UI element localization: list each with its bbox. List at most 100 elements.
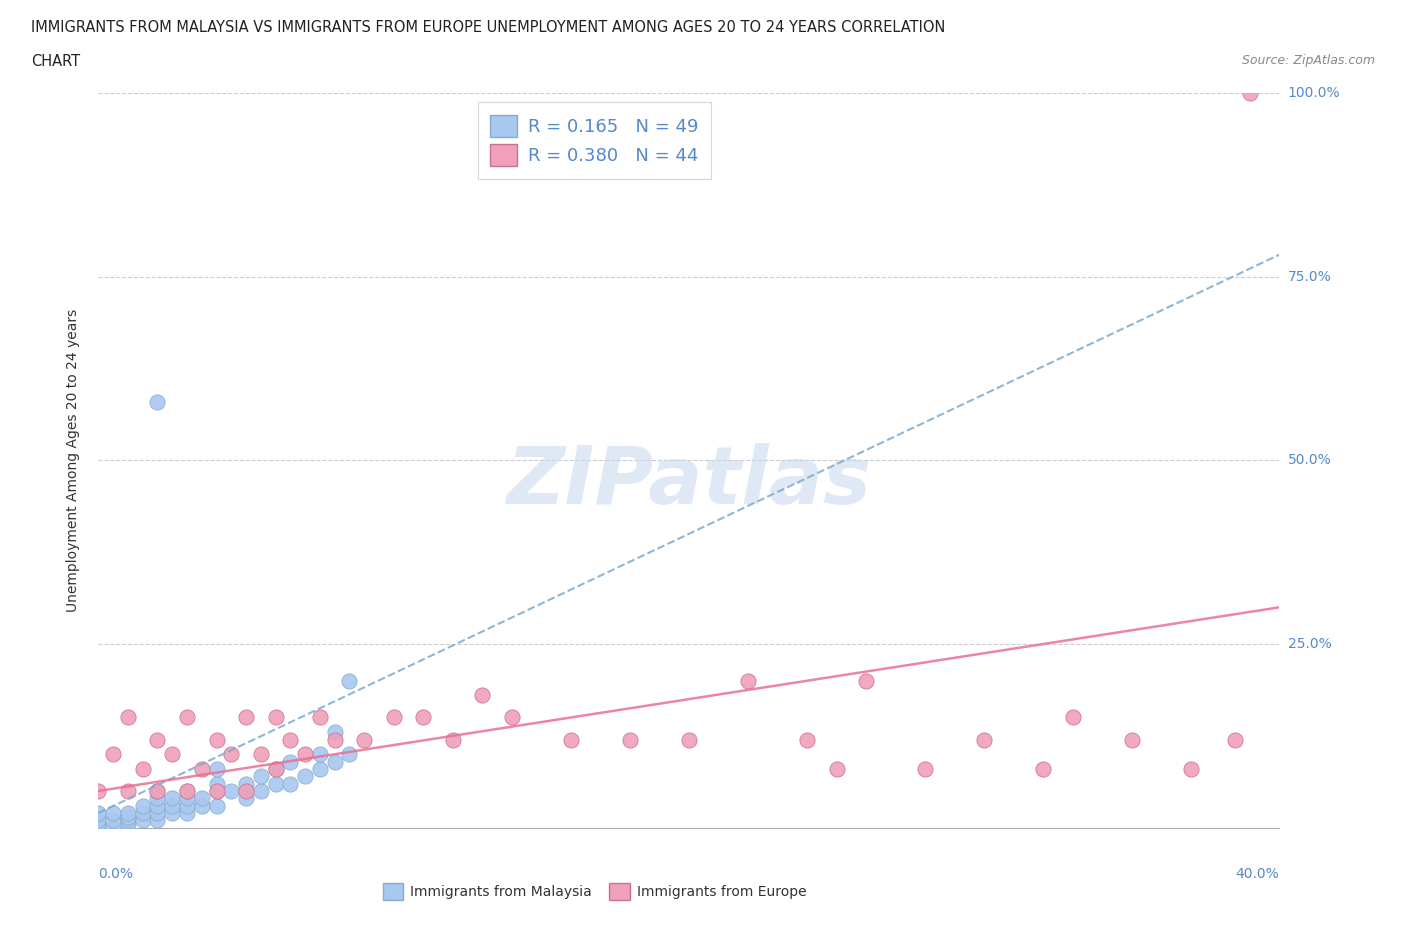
Point — [146, 732, 169, 747]
Point — [560, 732, 582, 747]
Point — [176, 790, 198, 805]
Point — [146, 783, 169, 798]
Point — [146, 394, 169, 409]
Point — [87, 817, 110, 831]
Point — [264, 711, 287, 725]
Point — [323, 732, 346, 747]
Point — [1223, 732, 1246, 747]
Point — [87, 783, 110, 798]
Point — [103, 820, 125, 835]
Point — [117, 783, 139, 798]
Point — [146, 790, 169, 805]
Point — [973, 732, 995, 747]
Point — [117, 711, 139, 725]
Point — [264, 777, 287, 791]
Point — [162, 798, 183, 813]
Point — [337, 747, 360, 762]
Point — [855, 673, 877, 688]
Text: CHART: CHART — [31, 54, 80, 69]
Point — [441, 732, 464, 747]
Text: Source: ZipAtlas.com: Source: ZipAtlas.com — [1241, 54, 1375, 67]
Point — [264, 762, 287, 777]
Point — [619, 732, 641, 747]
Point — [176, 783, 198, 798]
Text: IMMIGRANTS FROM MALAYSIA VS IMMIGRANTS FROM EUROPE UNEMPLOYMENT AMONG AGES 20 TO: IMMIGRANTS FROM MALAYSIA VS IMMIGRANTS F… — [31, 20, 945, 35]
Point — [191, 798, 214, 813]
Point — [1180, 762, 1202, 777]
Point — [176, 711, 198, 725]
Point — [1121, 732, 1143, 747]
Point — [235, 783, 257, 798]
Legend: Immigrants from Malaysia, Immigrants from Europe: Immigrants from Malaysia, Immigrants fro… — [377, 877, 811, 905]
Point — [353, 732, 375, 747]
Point — [205, 732, 228, 747]
Point — [264, 762, 287, 777]
Point — [250, 747, 273, 762]
Point — [162, 747, 183, 762]
Point — [294, 747, 316, 762]
Y-axis label: Unemployment Among Ages 20 to 24 years: Unemployment Among Ages 20 to 24 years — [66, 309, 80, 612]
Point — [146, 813, 169, 828]
Point — [278, 777, 302, 791]
Point — [309, 762, 332, 777]
Point — [309, 711, 332, 725]
Point — [294, 769, 316, 784]
Point — [205, 798, 228, 813]
Point — [117, 809, 139, 824]
Point — [1239, 86, 1261, 100]
Point — [146, 805, 169, 820]
Point — [309, 747, 332, 762]
Point — [825, 762, 848, 777]
Point — [235, 711, 257, 725]
Text: 100.0%: 100.0% — [1288, 86, 1340, 100]
Point — [205, 762, 228, 777]
Point — [337, 673, 360, 688]
Point — [323, 754, 346, 769]
Point — [132, 798, 155, 813]
Point — [162, 805, 183, 820]
Point — [250, 783, 273, 798]
Point — [87, 820, 110, 835]
Text: 50.0%: 50.0% — [1288, 453, 1331, 468]
Point — [737, 673, 759, 688]
Point — [87, 813, 110, 828]
Point — [132, 762, 155, 777]
Point — [501, 711, 523, 725]
Point — [191, 790, 214, 805]
Point — [132, 813, 155, 828]
Point — [219, 747, 242, 762]
Point — [219, 783, 242, 798]
Point — [162, 790, 183, 805]
Point — [205, 783, 228, 798]
Point — [796, 732, 818, 747]
Point — [471, 688, 494, 703]
Text: 25.0%: 25.0% — [1288, 637, 1331, 651]
Text: 40.0%: 40.0% — [1236, 867, 1279, 881]
Point — [146, 783, 169, 798]
Text: ZIPatlas: ZIPatlas — [506, 444, 872, 522]
Point — [191, 762, 214, 777]
Point — [205, 783, 228, 798]
Point — [117, 805, 139, 820]
Point — [250, 769, 273, 784]
Point — [235, 790, 257, 805]
Point — [146, 798, 169, 813]
Point — [103, 813, 125, 828]
Point — [382, 711, 405, 725]
Text: 75.0%: 75.0% — [1288, 270, 1331, 284]
Point — [117, 817, 139, 831]
Point — [323, 724, 346, 739]
Point — [678, 732, 700, 747]
Point — [914, 762, 936, 777]
Point — [1032, 762, 1054, 777]
Point — [103, 805, 125, 820]
Point — [205, 777, 228, 791]
Point — [87, 805, 110, 820]
Point — [176, 805, 198, 820]
Point — [103, 747, 125, 762]
Text: 0.0%: 0.0% — [98, 867, 134, 881]
Point — [235, 777, 257, 791]
Point — [278, 754, 302, 769]
Point — [132, 805, 155, 820]
Point — [176, 783, 198, 798]
